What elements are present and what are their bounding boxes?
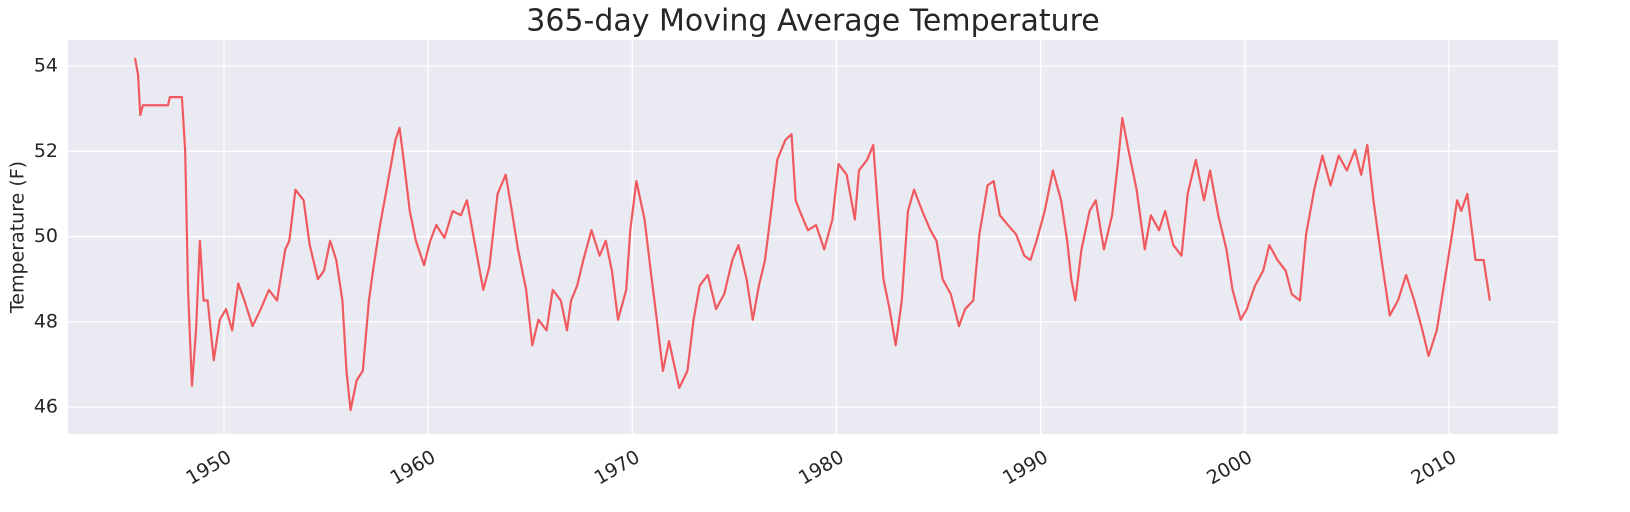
x-tick-label: 1950: [182, 446, 235, 489]
chart-title: 365-day Moving Average Temperature: [526, 4, 1100, 39]
y-tick-label: 46: [34, 396, 58, 418]
y-tick-label: 54: [34, 55, 58, 77]
y-tick-label: 52: [34, 140, 58, 162]
y-tick-label: 48: [34, 310, 58, 332]
y-axis-label: Temperature (F): [7, 161, 29, 314]
x-tick-label: 1990: [999, 446, 1052, 489]
x-tick-label: 2000: [1203, 446, 1256, 489]
x-tick-label: 2010: [1407, 446, 1460, 489]
x-tick-label: 1970: [591, 446, 644, 489]
y-tick-label: 50: [34, 225, 58, 247]
x-tick-label: 1960: [387, 446, 440, 489]
x-tick-label: 1980: [795, 446, 848, 489]
line: [133, 57, 1491, 412]
